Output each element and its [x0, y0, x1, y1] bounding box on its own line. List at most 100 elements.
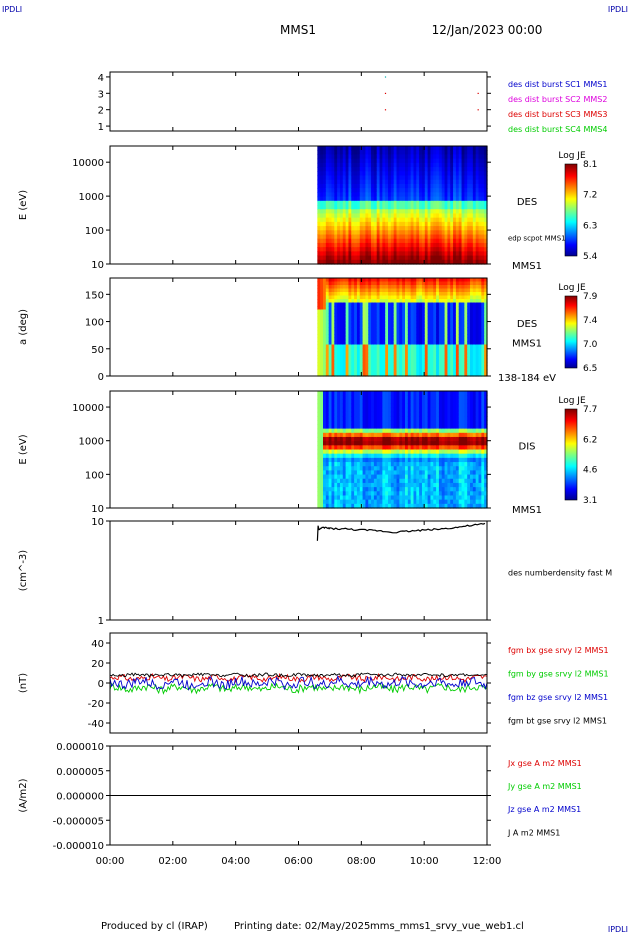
heatmap-cell	[339, 403, 344, 409]
heatmap-cell	[436, 150, 440, 156]
heatmap-cell	[444, 230, 449, 236]
heatmap-cell	[376, 316, 381, 321]
heatmap-cell	[334, 154, 338, 160]
heatmap-cell	[342, 355, 347, 360]
heatmap-cell	[373, 341, 378, 346]
heatmap-cell	[464, 217, 468, 223]
heatmap-cell	[390, 288, 395, 293]
heatmap-cell	[345, 192, 350, 198]
heatmap-cell	[402, 403, 406, 409]
heatmap-cell	[430, 150, 434, 156]
heatmap-cell	[379, 457, 383, 463]
heatmap-cell	[419, 327, 423, 332]
heatmap-cell	[416, 411, 420, 417]
heatmap-cell	[484, 259, 488, 265]
heatmap-cell	[447, 255, 451, 261]
heatmap-cell	[464, 221, 468, 227]
heatmap-cell	[317, 369, 321, 374]
heatmap-cell	[365, 154, 369, 160]
heatmap-cell	[399, 285, 403, 290]
heatmap-cell	[444, 292, 449, 297]
heatmap-cell	[339, 351, 344, 356]
heatmap-cell	[430, 242, 434, 248]
heatmap-cell	[348, 470, 352, 476]
heatmap-cell	[421, 175, 426, 181]
heatmap-cell	[382, 503, 386, 509]
heatmap-cell	[444, 242, 449, 248]
heatmap-cell	[416, 299, 420, 304]
heatmap-cell	[413, 150, 417, 156]
heatmap-cell	[323, 238, 327, 244]
heatmap-cell	[461, 281, 465, 286]
heatmap-cell	[396, 242, 400, 248]
heatmap-cell	[328, 234, 333, 240]
heatmap-cell	[399, 411, 403, 417]
heatmap-cell	[317, 358, 321, 363]
heatmap-cell	[390, 416, 395, 421]
heatmap-cell	[348, 466, 352, 471]
heatmap-cell	[430, 411, 434, 417]
heatmap-cell	[354, 334, 358, 339]
heatmap-cell	[421, 299, 426, 304]
heatmap-cell	[317, 487, 321, 492]
heatmap-cell	[472, 330, 477, 335]
heatmap-cell	[481, 372, 485, 377]
heatmap-cell	[416, 230, 420, 236]
heatmap-cell	[356, 341, 361, 346]
heatmap-cell	[354, 365, 358, 370]
heatmap-cell	[419, 255, 423, 261]
heatmap-cell	[436, 474, 440, 480]
heatmap-cell	[371, 167, 375, 172]
heatmap-cell	[450, 302, 454, 307]
y-tick-label: 100	[85, 226, 104, 237]
heatmap-cell	[424, 499, 429, 505]
heatmap-cell	[376, 251, 381, 257]
heatmap-cell	[484, 234, 488, 240]
heatmap-cell	[354, 196, 358, 202]
heatmap-cell	[424, 146, 429, 151]
heatmap-cell	[373, 432, 378, 438]
heatmap-cell	[339, 348, 344, 353]
heatmap-cell	[331, 441, 335, 446]
heatmap-cell	[393, 316, 398, 321]
heatmap-cell	[481, 302, 485, 307]
heatmap-cell	[317, 482, 321, 488]
heatmap-cell	[444, 330, 449, 335]
heatmap-cell	[362, 416, 367, 421]
heatmap-cell	[438, 234, 443, 240]
heatmap-cell	[453, 491, 457, 497]
heatmap-cell	[421, 462, 426, 467]
heatmap-cell	[390, 403, 395, 409]
heatmap-cell	[413, 499, 417, 505]
heatmap-cell	[362, 221, 367, 227]
heatmap-cell	[458, 499, 463, 505]
y-axis-label: a (deg)	[18, 309, 29, 345]
heatmap-cell	[438, 175, 443, 181]
heatmap-cell	[441, 288, 446, 293]
heatmap-cell	[325, 320, 330, 325]
heatmap-cell	[388, 344, 392, 349]
heatmap-cell	[359, 462, 364, 467]
heatmap-cell	[385, 457, 389, 463]
heatmap-cell	[458, 217, 463, 223]
heatmap-cell	[424, 491, 429, 497]
heatmap-cell	[323, 309, 327, 314]
heatmap-cell	[348, 474, 352, 480]
heatmap-cell	[320, 196, 324, 202]
heatmap-cell	[334, 188, 338, 193]
heatmap-cell	[399, 432, 403, 438]
heatmap-cell	[410, 299, 415, 304]
heatmap-cell	[407, 313, 412, 318]
heatmap-cell	[320, 167, 324, 172]
heatmap-cell	[382, 217, 386, 223]
heatmap-cell	[388, 238, 392, 244]
heatmap-cell	[337, 499, 341, 505]
heatmap-cell	[472, 230, 477, 236]
heatmap-cell	[438, 154, 443, 160]
heatmap-cell	[331, 358, 335, 363]
heatmap-cell	[323, 436, 327, 442]
heatmap-cell	[351, 309, 355, 314]
heatmap-cell	[402, 358, 406, 363]
heatmap-cell	[320, 316, 324, 321]
heatmap-cell	[328, 358, 333, 363]
